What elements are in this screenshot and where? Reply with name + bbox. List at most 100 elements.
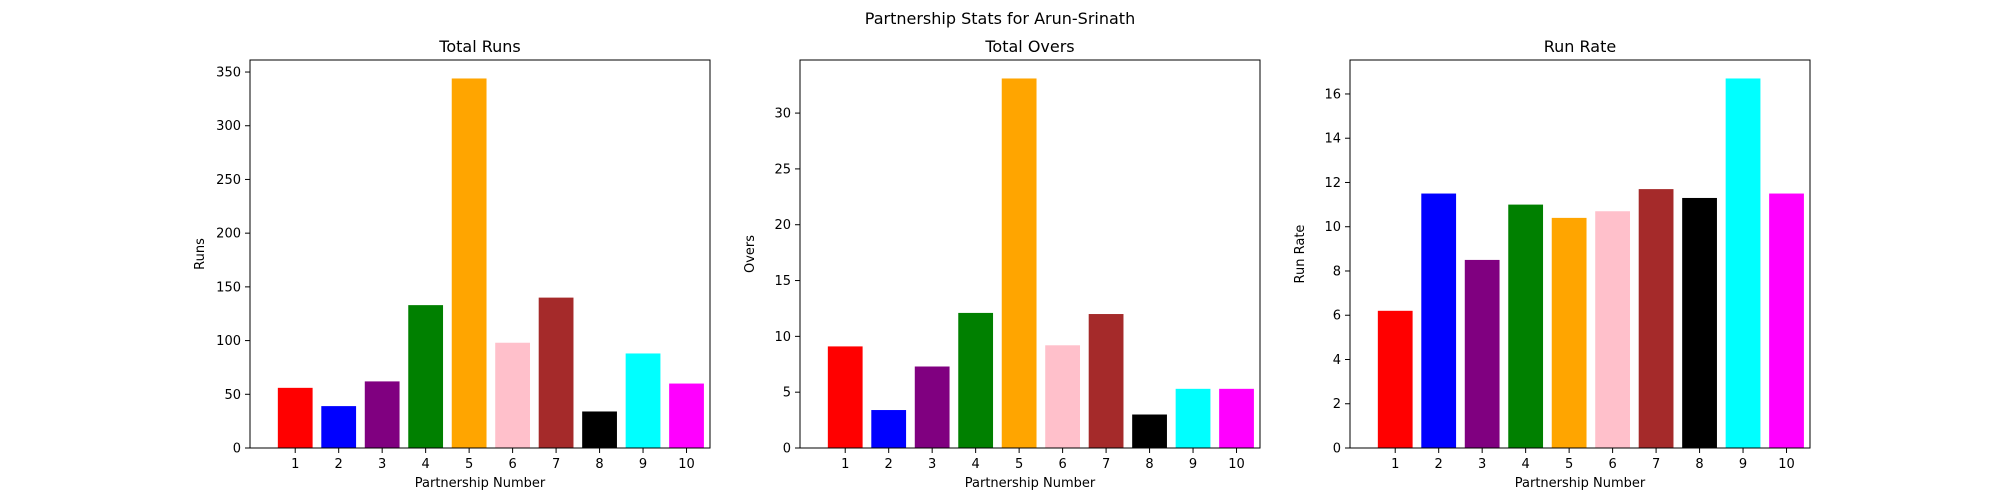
chart-title-overs: Total Overs	[984, 37, 1074, 56]
x-tick-label-overs-4: 4	[972, 457, 980, 472]
x-tick-label-run-rate-10: 10	[1778, 457, 1795, 472]
y-tick-label-runs-50: 50	[224, 388, 241, 403]
y-tick-label-runs-100: 100	[216, 334, 241, 349]
x-tick-label-run-rate-3: 3	[1478, 457, 1486, 472]
x-tick-label-runs-7: 7	[552, 457, 560, 472]
y-tick-label-overs-10: 10	[774, 330, 791, 345]
y-tick-label-runs-200: 200	[216, 227, 241, 242]
y-axis-label-run-rate: Run Rate	[1293, 225, 1308, 284]
x-tick-label-run-rate-7: 7	[1652, 457, 1660, 472]
x-tick-label-runs-9: 9	[639, 457, 647, 472]
y-tick-label-runs-0: 0	[233, 442, 241, 457]
x-axis-label-overs: Partnership Number	[965, 476, 1096, 491]
y-tick-label-run-rate-14: 14	[1324, 132, 1341, 147]
x-tick-label-runs-4: 4	[422, 457, 430, 472]
x-tick-label-overs-6: 6	[1058, 457, 1066, 472]
bar-runs-10	[669, 383, 704, 448]
x-tick-label-overs-10: 10	[1228, 457, 1245, 472]
y-tick-label-runs-150: 150	[216, 280, 241, 295]
bar-run-rate-1	[1377, 310, 1413, 448]
x-tick-label-run-rate-6: 6	[1608, 457, 1616, 472]
x-tick-label-run-rate-8: 8	[1695, 457, 1703, 472]
y-tick-label-run-rate-4: 4	[1333, 353, 1341, 368]
bar-overs-8	[1132, 414, 1167, 448]
bar-overs-7	[1088, 314, 1124, 448]
x-tick-label-overs-2: 2	[885, 457, 893, 472]
bar-run-rate-10	[1769, 193, 1804, 448]
bar-overs-5	[1001, 78, 1037, 448]
chart-overs: 1 2 3 4 5 6 7 8 9 10 0 5 10 15 20 25 30 Total Overs Partne…	[743, 37, 1261, 491]
bar-overs-4	[958, 312, 994, 448]
bar-runs-7	[538, 297, 574, 448]
bar-overs-3	[914, 366, 950, 448]
axes-frame-run-rate	[1349, 59, 1811, 449]
y-tick-label-run-rate-0: 0	[1333, 442, 1341, 457]
bar-run-rate-6	[1595, 211, 1630, 448]
bar-overs-10	[1219, 388, 1254, 448]
bar-runs-5	[451, 78, 487, 448]
bar-runs-9	[625, 353, 661, 448]
y-axis-label-overs: Overs	[743, 235, 758, 273]
bar-run-rate-3	[1464, 259, 1500, 448]
y-tick-label-run-rate-8: 8	[1333, 264, 1341, 279]
x-tick-label-runs-1: 1	[291, 457, 299, 472]
y-tick-label-run-rate-12: 12	[1324, 176, 1341, 191]
y-tick-label-overs-30: 30	[774, 107, 791, 122]
bar-overs-1	[827, 346, 863, 448]
y-tick-label-run-rate-6: 6	[1333, 309, 1341, 324]
bar-run-rate-5	[1551, 217, 1587, 448]
y-tick-label-overs-20: 20	[774, 218, 791, 233]
x-tick-label-run-rate-2: 2	[1435, 457, 1443, 472]
bar-overs-9	[1175, 388, 1211, 448]
bar-runs-4	[408, 305, 444, 448]
x-tick-label-overs-8: 8	[1145, 457, 1153, 472]
y-tick-label-overs-15: 15	[774, 274, 791, 289]
y-tick-label-runs-350: 350	[216, 66, 241, 81]
axes-frame-runs	[249, 59, 711, 449]
y-tick-label-run-rate-2: 2	[1333, 397, 1341, 412]
x-tick-label-runs-6: 6	[508, 457, 516, 472]
y-tick-label-overs-0: 0	[783, 442, 791, 457]
y-tick-label-runs-300: 300	[216, 119, 241, 134]
figure-suptitle: Partnership Stats for Arun-Srinath	[865, 9, 1135, 28]
x-tick-label-runs-2: 2	[335, 457, 343, 472]
chart-title-run-rate: Run Rate	[1544, 37, 1616, 56]
x-tick-label-runs-5: 5	[465, 457, 473, 472]
bar-run-rate-4	[1508, 204, 1544, 448]
y-tick-label-overs-5: 5	[783, 386, 791, 401]
y-tick-label-run-rate-10: 10	[1324, 220, 1341, 235]
bar-run-rate-7	[1638, 189, 1674, 449]
bar-overs-6	[1045, 345, 1080, 448]
x-tick-label-overs-1: 1	[841, 457, 849, 472]
bar-run-rate-8	[1682, 197, 1717, 448]
x-tick-label-overs-3: 3	[928, 457, 936, 472]
x-tick-label-overs-5: 5	[1015, 457, 1023, 472]
bar-runs-2	[321, 406, 357, 448]
x-tick-label-run-rate-4: 4	[1522, 457, 1530, 472]
chart-title-runs: Total Runs	[438, 37, 520, 56]
x-tick-label-runs-3: 3	[378, 457, 386, 472]
y-tick-label-run-rate-16: 16	[1324, 87, 1341, 102]
bar-runs-3	[364, 381, 400, 448]
bar-runs-1	[277, 387, 313, 448]
bar-run-rate-2	[1421, 193, 1457, 448]
x-tick-label-overs-7: 7	[1102, 457, 1110, 472]
bar-runs-6	[495, 342, 530, 448]
x-axis-label-run-rate: Partnership Number	[1515, 476, 1646, 491]
axes-frame-overs	[799, 59, 1261, 449]
bar-runs-8	[582, 411, 617, 448]
x-tick-label-run-rate-5: 5	[1565, 457, 1573, 472]
x-axis-label-runs: Partnership Number	[415, 476, 546, 491]
y-axis-label-runs: Runs	[193, 238, 208, 270]
x-tick-label-overs-9: 9	[1189, 457, 1197, 472]
bar-run-rate-9	[1725, 78, 1761, 448]
x-tick-label-runs-8: 8	[595, 457, 603, 472]
x-tick-label-runs-10: 10	[678, 457, 695, 472]
x-tick-label-run-rate-9: 9	[1739, 457, 1747, 472]
x-tick-label-run-rate-1: 1	[1391, 457, 1399, 472]
y-tick-label-runs-250: 250	[216, 173, 241, 188]
